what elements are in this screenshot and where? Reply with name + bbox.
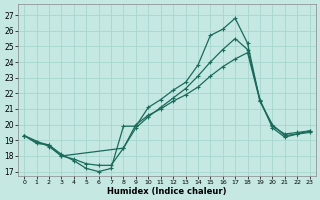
X-axis label: Humidex (Indice chaleur): Humidex (Indice chaleur): [107, 187, 227, 196]
